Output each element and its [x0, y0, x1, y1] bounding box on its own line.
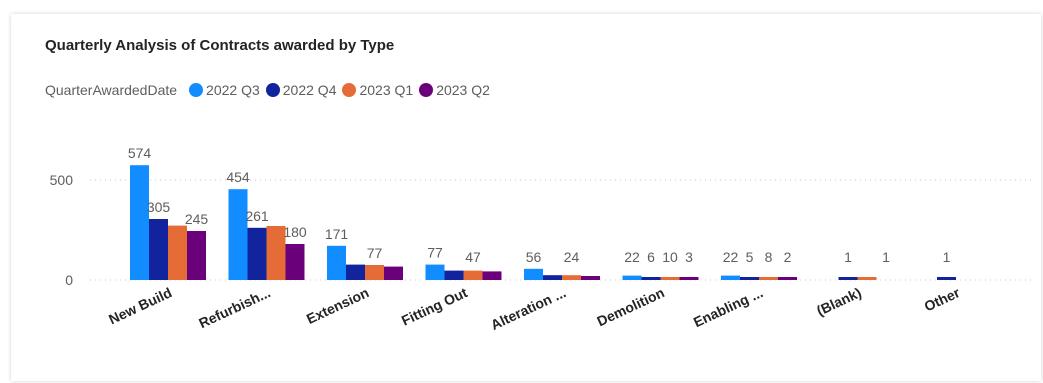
- bar[interactable]: [721, 275, 740, 280]
- bar[interactable]: [168, 225, 187, 280]
- x-category-label: Alteration ...: [488, 284, 568, 333]
- data-label: 47: [465, 249, 481, 265]
- bar[interactable]: [838, 277, 858, 280]
- legend-dot-icon: [265, 83, 280, 97]
- bar[interactable]: [937, 277, 956, 280]
- bar[interactable]: [463, 270, 483, 280]
- bar[interactable]: [228, 189, 248, 280]
- legend-dot-icon: [419, 83, 434, 97]
- legend-item-2022-q3[interactable]: 2022 Q3: [189, 82, 260, 98]
- x-category-label: Extension: [304, 284, 371, 327]
- legend-title: QuarterAwardedDate: [45, 82, 178, 98]
- x-category-label: Other: [922, 284, 963, 315]
- data-label: 3: [685, 249, 693, 265]
- bar[interactable]: [641, 277, 661, 280]
- x-category-label: Refurbish...: [196, 284, 273, 331]
- data-label: 454: [226, 169, 250, 185]
- bar[interactable]: [365, 265, 384, 280]
- bar[interactable]: [543, 275, 562, 280]
- bar[interactable]: [425, 264, 445, 280]
- x-category-label: (Blank): [814, 284, 864, 319]
- bar[interactable]: [679, 277, 699, 280]
- data-label: 10: [662, 249, 678, 265]
- bar[interactable]: [130, 165, 149, 280]
- x-category-label: Fitting Out: [399, 284, 470, 329]
- bar[interactable]: [444, 270, 464, 280]
- data-label: 180: [283, 224, 307, 240]
- legend-item-2023-q2[interactable]: 2023 Q2: [419, 82, 490, 98]
- legend-label: 2023 Q1: [359, 82, 414, 98]
- bar[interactable]: [285, 244, 305, 280]
- data-label: 261: [245, 208, 269, 224]
- data-label: 22: [723, 249, 739, 265]
- chart-title: Quarterly Analysis of Contracts awarded …: [45, 37, 395, 54]
- bar[interactable]: [740, 277, 759, 280]
- bar[interactable]: [622, 275, 642, 280]
- data-label: 1: [844, 249, 852, 265]
- bar[interactable]: [562, 275, 581, 280]
- bar[interactable]: [857, 277, 877, 280]
- data-label: 56: [526, 249, 542, 265]
- data-label: 171: [325, 226, 349, 242]
- data-label: 1: [882, 249, 890, 265]
- data-label: 24: [564, 249, 580, 265]
- chart-visual[interactable]: [11, 14, 1041, 381]
- data-label: 8: [765, 249, 773, 265]
- bar[interactable]: [778, 277, 797, 280]
- data-label: 245: [185, 211, 209, 227]
- bar[interactable]: [384, 266, 403, 280]
- y-tick-label: 0: [65, 272, 73, 288]
- legend-label: 2023 Q2: [436, 82, 490, 98]
- bar[interactable]: [187, 231, 206, 280]
- legend-label: 2022 Q4: [282, 82, 337, 98]
- data-label: 305: [147, 199, 171, 215]
- bar[interactable]: [759, 277, 778, 280]
- bar[interactable]: [266, 226, 286, 280]
- data-label: 22: [624, 249, 640, 265]
- data-label: 1: [943, 249, 951, 265]
- chart-legend: QuarterAwardedDate 2022 Q3 2022 Q4 2023 …: [45, 81, 496, 99]
- y-tick-label: 500: [50, 172, 74, 188]
- bar[interactable]: [660, 277, 680, 280]
- legend-item-2023-q1[interactable]: 2023 Q1: [342, 82, 413, 98]
- data-label: 5: [746, 249, 754, 265]
- legend-dot-icon: [189, 83, 204, 97]
- data-label: 6: [647, 249, 655, 265]
- bar[interactable]: [149, 219, 168, 280]
- legend-label: 2022 Q3: [206, 82, 260, 98]
- bar[interactable]: [524, 268, 543, 280]
- bar[interactable]: [247, 227, 267, 280]
- x-category-label: Enabling ...: [691, 284, 765, 330]
- data-label: 574: [128, 145, 152, 161]
- data-label: 2: [784, 249, 792, 265]
- data-label: 77: [427, 245, 443, 261]
- legend-item-2022-q4[interactable]: 2022 Q4: [265, 82, 337, 98]
- bar[interactable]: [327, 245, 346, 280]
- bar[interactable]: [581, 276, 600, 280]
- data-label: 77: [367, 245, 383, 261]
- bar[interactable]: [482, 271, 502, 280]
- x-category-label: Demolition: [594, 284, 666, 329]
- bar[interactable]: [346, 264, 365, 280]
- x-category-label: New Build: [106, 284, 174, 327]
- legend-dot-icon: [342, 83, 357, 97]
